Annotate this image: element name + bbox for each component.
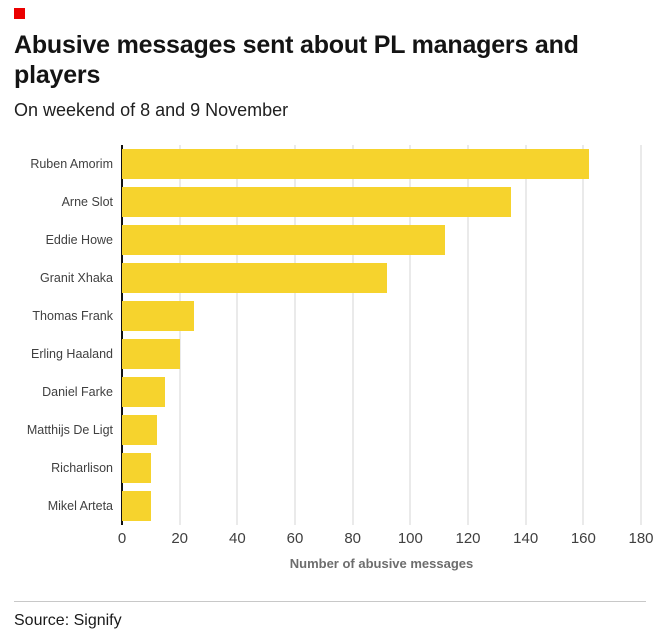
gridline bbox=[467, 145, 469, 525]
chart-row: Mikel Arteta bbox=[14, 487, 641, 525]
bar-area bbox=[122, 377, 641, 407]
bar-area bbox=[122, 187, 641, 217]
y-axis-label: Arne Slot bbox=[61, 195, 113, 209]
x-axis-title: Number of abusive messages bbox=[289, 556, 474, 571]
gridline bbox=[525, 145, 527, 525]
bar-chart: Ruben Amorim Arne Slot Eddie Howe Granit Xh… bbox=[14, 145, 654, 573]
x-tick-label: 180 bbox=[628, 530, 654, 547]
gridline bbox=[582, 145, 584, 525]
bar-area bbox=[122, 453, 641, 483]
chart-row: Daniel Farke bbox=[14, 373, 641, 411]
chart-row: Richarlison bbox=[14, 449, 641, 487]
x-tick-label: 160 bbox=[570, 530, 596, 547]
y-axis-label: Matthijs De Ligt bbox=[26, 423, 113, 437]
bar-area bbox=[122, 225, 641, 255]
bar bbox=[122, 187, 512, 217]
chart-rows: Ruben Amorim Arne Slot Eddie Howe Granit Xh… bbox=[14, 145, 641, 525]
bar-area bbox=[122, 491, 641, 521]
bar-area bbox=[122, 301, 641, 331]
y-axis-label: Daniel Farke bbox=[42, 385, 113, 399]
chart-row: Granit Xhaka bbox=[14, 259, 641, 297]
bar bbox=[122, 225, 445, 255]
y-axis-label: Mikel Arteta bbox=[47, 499, 113, 513]
y-axis-line bbox=[121, 145, 123, 525]
gridline bbox=[179, 145, 181, 525]
bar-area bbox=[122, 339, 641, 369]
bar bbox=[122, 149, 590, 179]
chart-row: Arne Slot bbox=[14, 183, 641, 221]
x-tick-label: 0 bbox=[117, 530, 127, 547]
x-axis-title-row: Number of abusive messages bbox=[122, 555, 641, 573]
chart-row: Eddie Howe bbox=[14, 221, 641, 259]
chart-row: Matthijs De Ligt bbox=[14, 411, 641, 449]
x-tick-label: 100 bbox=[397, 530, 423, 547]
y-axis-label: Erling Haaland bbox=[31, 347, 113, 361]
bar bbox=[122, 301, 195, 331]
bar bbox=[122, 453, 151, 483]
bar-area bbox=[122, 415, 641, 445]
x-tick-label: 40 bbox=[228, 530, 246, 547]
y-axis-label: Richarlison bbox=[51, 461, 113, 475]
bar bbox=[122, 491, 151, 521]
x-ticks: 0 20 40 60 80 100 120 140 160 180 bbox=[118, 525, 654, 551]
bar bbox=[122, 377, 166, 407]
gridline bbox=[236, 145, 238, 525]
x-tick-label: 80 bbox=[344, 530, 361, 547]
y-axis-label: Thomas Frank bbox=[32, 309, 113, 323]
gridlines bbox=[121, 145, 642, 525]
chart-row: Thomas Frank bbox=[14, 297, 641, 335]
x-tick-label: 60 bbox=[286, 530, 304, 547]
y-axis-label: Ruben Amorim bbox=[30, 157, 113, 171]
chart-title: Abusive messages sent about PL managers … bbox=[14, 31, 579, 89]
gridline bbox=[409, 145, 411, 525]
source-text: Source: Signify bbox=[14, 612, 122, 629]
x-tick-label: 120 bbox=[455, 530, 481, 547]
chart-row: Erling Haaland bbox=[14, 335, 641, 373]
bar bbox=[122, 415, 157, 445]
footer-divider bbox=[14, 601, 646, 602]
plot-area: Ruben Amorim Arne Slot Eddie Howe Granit Xh… bbox=[14, 145, 642, 525]
gridline bbox=[640, 145, 642, 525]
bar bbox=[122, 339, 180, 369]
x-tick-label: 20 bbox=[171, 530, 188, 547]
x-tick-label: 140 bbox=[513, 530, 539, 547]
bar-area bbox=[122, 263, 641, 293]
bar bbox=[122, 263, 388, 293]
chart-subtitle: On weekend of 8 and 9 November bbox=[14, 100, 289, 120]
y-axis-label: Granit Xhaka bbox=[40, 271, 113, 285]
brand-red-square bbox=[14, 8, 25, 19]
y-axis-label: Eddie Howe bbox=[45, 233, 113, 247]
chart-row: Ruben Amorim bbox=[14, 145, 641, 183]
bar-area bbox=[122, 149, 641, 179]
gridline bbox=[294, 145, 296, 525]
gridline bbox=[352, 145, 354, 525]
